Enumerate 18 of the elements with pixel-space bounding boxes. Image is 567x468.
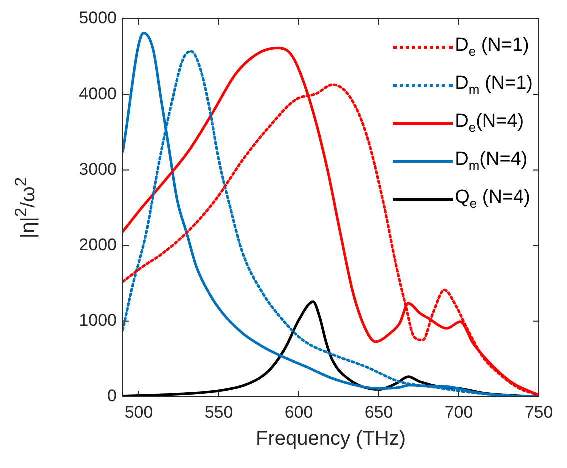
y-tick-label: 5000	[79, 8, 117, 28]
x-tick-label: 650	[364, 402, 394, 422]
x-tick-label: 700	[444, 402, 474, 422]
x-tick-label: 550	[204, 402, 234, 422]
legend-label: D$_{e}$(N=4)	[455, 111, 524, 135]
x-tick-label: 600	[284, 402, 314, 422]
legend-label: D$_{m}$(N=4)	[455, 149, 528, 173]
y-tick-label: 1000	[79, 311, 117, 330]
x-axis-title: Frequency (THz)	[256, 428, 406, 451]
legend-label: D$_{e}$ (N=1)	[455, 35, 530, 59]
legend-label: D$_{m}$ (N=1)	[455, 73, 533, 97]
y-tick-label: 2000	[79, 235, 117, 254]
y-tick-label: 3000	[79, 160, 117, 179]
y-tick-label: 4000	[79, 84, 117, 104]
y-tick-label: 0	[108, 386, 117, 406]
legend-label: Q$_{e}$ (N=4)	[455, 187, 530, 211]
x-tick-label: 750	[524, 402, 554, 422]
x-tick-label: 500	[124, 402, 154, 422]
